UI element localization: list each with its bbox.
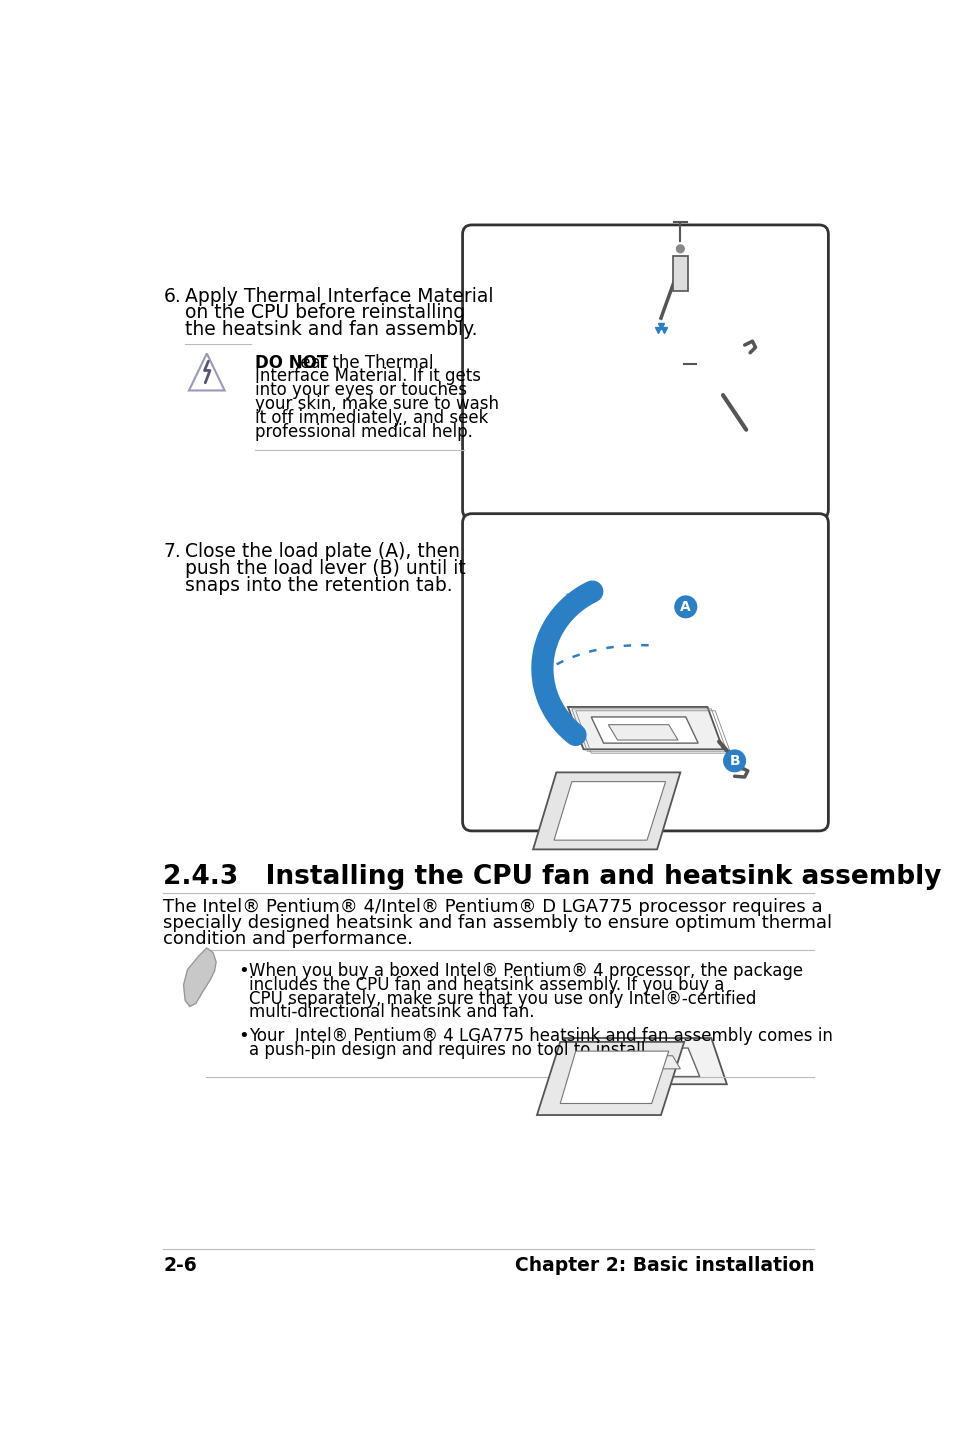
Polygon shape bbox=[563, 1038, 726, 1084]
Circle shape bbox=[723, 751, 744, 772]
Polygon shape bbox=[567, 707, 722, 749]
Text: CPU separately, make sure that you use only Intel®-certified: CPU separately, make sure that you use o… bbox=[249, 989, 756, 1008]
Text: condition and performance.: condition and performance. bbox=[163, 930, 413, 948]
Text: Close the load plate (A), then: Close the load plate (A), then bbox=[185, 542, 459, 561]
Polygon shape bbox=[602, 1055, 679, 1068]
Text: the heatsink and fan assembly.: the heatsink and fan assembly. bbox=[185, 321, 477, 339]
Polygon shape bbox=[672, 256, 687, 290]
Polygon shape bbox=[183, 948, 216, 1007]
Text: on the CPU before reinstalling: on the CPU before reinstalling bbox=[185, 303, 465, 322]
Text: Interface Material. If it gets: Interface Material. If it gets bbox=[254, 367, 480, 385]
Text: Chapter 2: Basic installation: Chapter 2: Basic installation bbox=[515, 1255, 814, 1276]
Circle shape bbox=[676, 244, 683, 253]
Text: multi-directional heatsink and fan.: multi-directional heatsink and fan. bbox=[249, 1004, 535, 1021]
Text: a push-pin design and requires no tool to install.: a push-pin design and requires no tool t… bbox=[249, 1041, 650, 1060]
Text: When you buy a boxed Intel® Pentium® 4 processor, the package: When you buy a boxed Intel® Pentium® 4 p… bbox=[249, 962, 802, 979]
Text: push the load lever (B) until it: push the load lever (B) until it bbox=[185, 559, 465, 578]
Polygon shape bbox=[559, 1051, 668, 1103]
Polygon shape bbox=[591, 718, 698, 743]
Polygon shape bbox=[554, 782, 665, 840]
Text: it off immediately, and seek: it off immediately, and seek bbox=[254, 408, 488, 427]
Text: professional medical help.: professional medical help. bbox=[254, 423, 473, 441]
Text: 2-6: 2-6 bbox=[163, 1255, 197, 1276]
Text: eat the Thermal: eat the Thermal bbox=[294, 354, 434, 371]
Text: A: A bbox=[679, 600, 690, 614]
Text: 2.4.3   Installing the CPU fan and heatsink assembly: 2.4.3 Installing the CPU fan and heatsin… bbox=[163, 864, 941, 890]
Text: snaps into the retention tab.: snaps into the retention tab. bbox=[185, 577, 453, 595]
Text: your skin, make sure to wash: your skin, make sure to wash bbox=[254, 395, 498, 413]
Text: B: B bbox=[728, 754, 740, 768]
Polygon shape bbox=[533, 772, 679, 850]
Text: includes the CPU fan and heatsink assembly. If you buy a: includes the CPU fan and heatsink assemb… bbox=[249, 975, 724, 994]
Text: specially designed heatsink and fan assembly to ensure optimum thermal: specially designed heatsink and fan asse… bbox=[163, 915, 832, 932]
FancyBboxPatch shape bbox=[462, 224, 827, 519]
Text: The Intel® Pentium® 4/Intel® Pentium® D LGA775 processor requires a: The Intel® Pentium® 4/Intel® Pentium® D … bbox=[163, 897, 822, 916]
Text: Your  Intel® Pentium® 4 LGA775 heatsink and fan assembly comes in: Your Intel® Pentium® 4 LGA775 heatsink a… bbox=[249, 1027, 833, 1045]
Text: •: • bbox=[237, 962, 249, 979]
Text: •: • bbox=[237, 1027, 249, 1045]
Circle shape bbox=[674, 597, 696, 617]
Polygon shape bbox=[587, 1048, 699, 1077]
Text: Apply Thermal Interface Material: Apply Thermal Interface Material bbox=[185, 286, 493, 305]
Text: into your eyes or touches: into your eyes or touches bbox=[254, 381, 466, 400]
Polygon shape bbox=[537, 1043, 683, 1114]
Text: 6.: 6. bbox=[163, 286, 181, 305]
FancyBboxPatch shape bbox=[462, 513, 827, 831]
Text: DO NOT: DO NOT bbox=[254, 354, 328, 371]
Polygon shape bbox=[608, 725, 678, 741]
Text: 7.: 7. bbox=[163, 542, 181, 561]
